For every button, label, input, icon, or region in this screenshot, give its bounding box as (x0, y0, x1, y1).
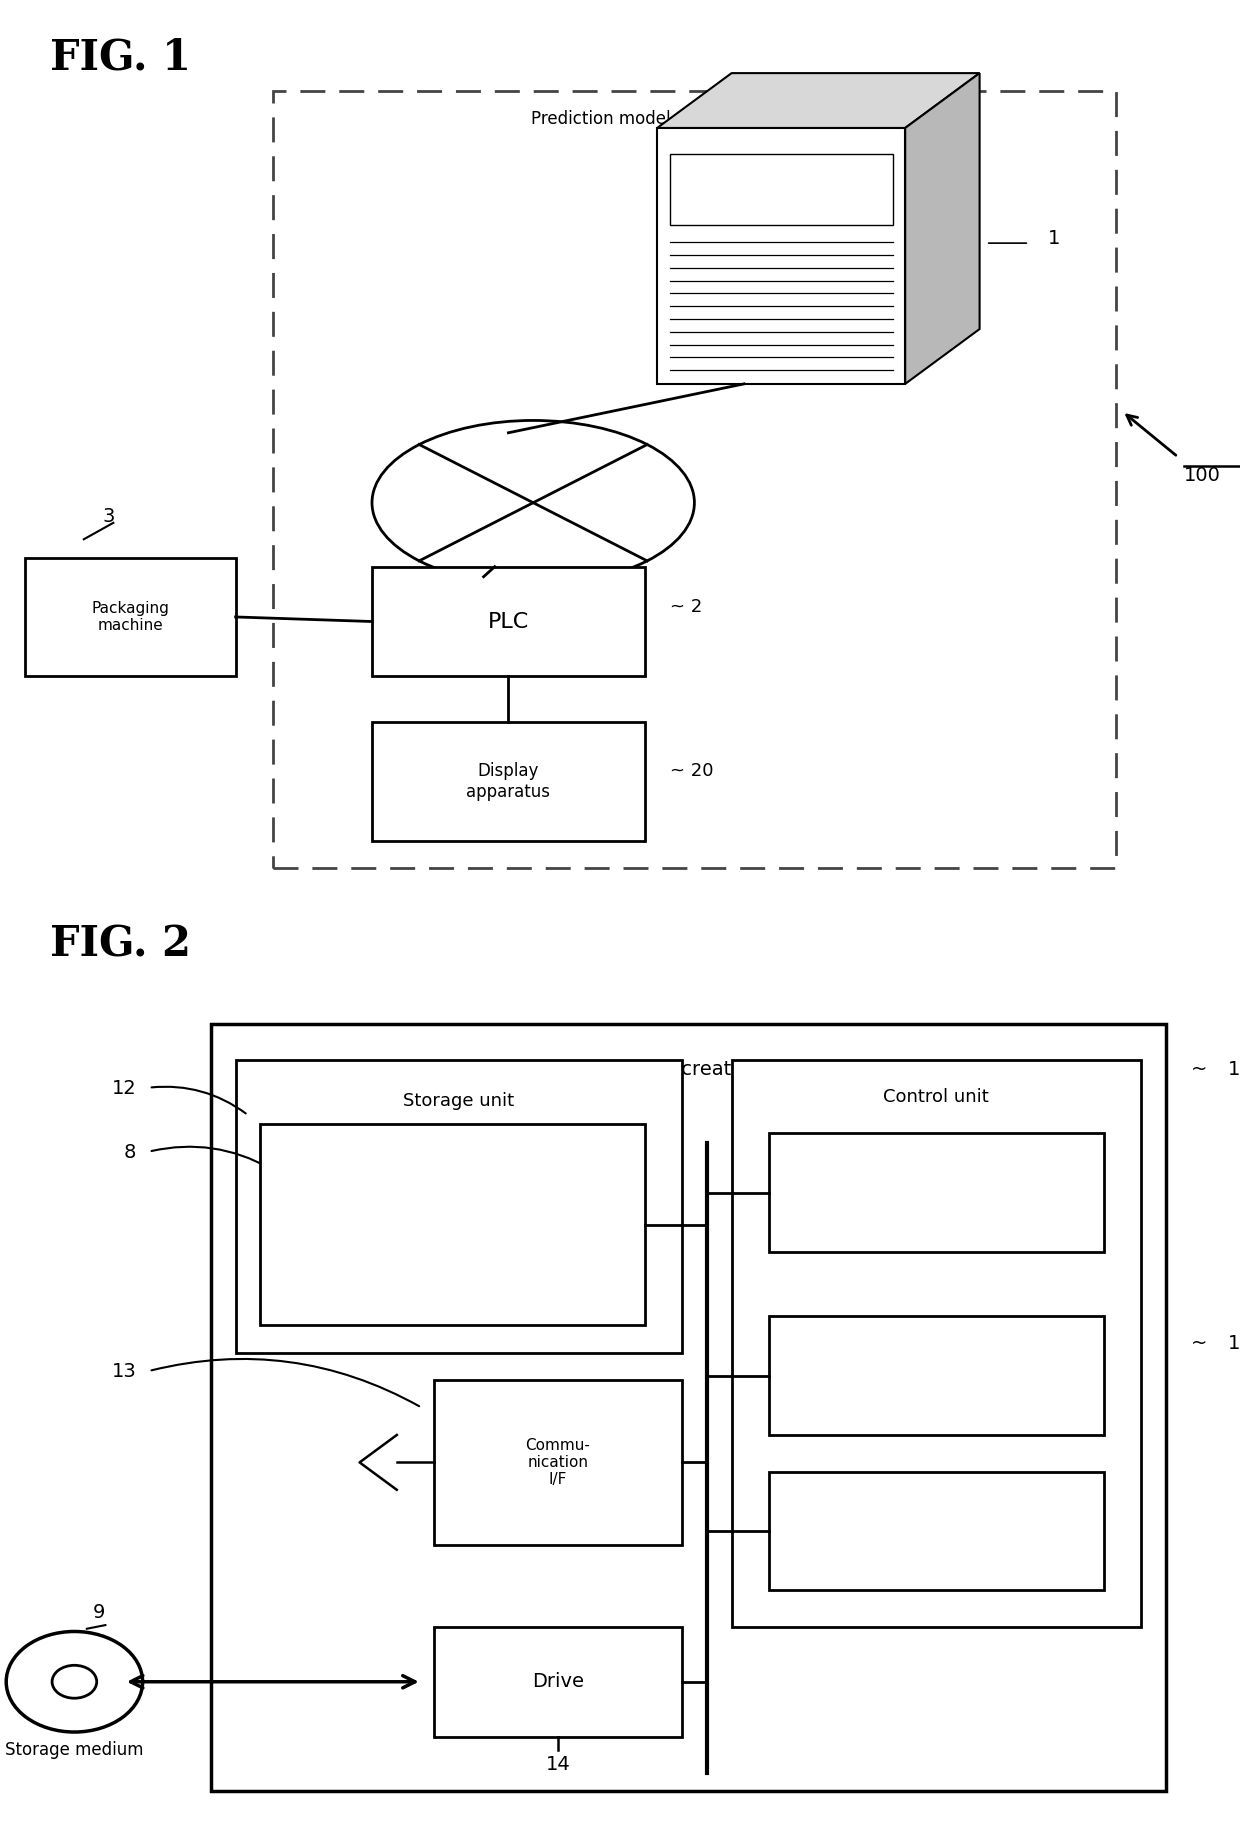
Text: 100: 100 (1184, 466, 1221, 484)
Bar (372, 722, 645, 841)
Text: ~ 20: ~ 20 (670, 762, 713, 781)
Text: ~: ~ (1190, 1334, 1207, 1353)
Bar (260, 1124, 645, 1325)
Text: FIG. 2: FIG. 2 (50, 923, 191, 965)
Text: Storage unit: Storage unit (403, 1093, 515, 1110)
Text: 1: 1 (1048, 228, 1060, 247)
Text: Storage medium: Storage medium (5, 1740, 144, 1759)
Text: 1: 1 (1228, 1060, 1240, 1079)
Bar (769, 1133, 1104, 1252)
Text: Prediction model creation apparatus: Prediction model creation apparatus (531, 110, 833, 128)
Text: CPU: CPU (911, 1181, 961, 1205)
Polygon shape (905, 73, 980, 384)
Text: 14: 14 (546, 1755, 570, 1773)
Text: Commu-
nication
I/F: Commu- nication I/F (526, 1437, 590, 1488)
Bar (434, 1627, 682, 1737)
Bar (657, 128, 905, 384)
Bar (211, 1024, 1166, 1791)
Text: Drive: Drive (532, 1673, 584, 1691)
Polygon shape (657, 73, 980, 128)
Text: 13: 13 (112, 1362, 136, 1380)
Text: 3: 3 (103, 506, 115, 526)
Bar (732, 1060, 1141, 1627)
Text: PLC: PLC (487, 612, 529, 631)
Text: ROM: ROM (906, 1519, 966, 1543)
Bar (769, 1316, 1104, 1435)
Text: FIG. 1: FIG. 1 (50, 37, 191, 79)
Text: ~: ~ (1190, 1060, 1207, 1079)
Text: Control unit: Control unit (883, 1088, 990, 1106)
Bar (25, 558, 236, 676)
Text: Program: Program (392, 1212, 513, 1238)
Text: RAM: RAM (909, 1364, 963, 1387)
Bar (273, 91, 1116, 868)
Bar (236, 1060, 682, 1353)
Text: 11: 11 (1228, 1334, 1240, 1353)
Bar (434, 1380, 682, 1545)
Text: Prediction model creation apparatus: Prediction model creation apparatus (511, 1060, 866, 1079)
Text: Packaging
machine: Packaging machine (92, 601, 169, 632)
Text: Display
apparatus: Display apparatus (466, 762, 551, 801)
Bar (769, 1472, 1104, 1590)
Text: ~ 2: ~ 2 (670, 598, 702, 616)
Bar (372, 567, 645, 676)
Text: 12: 12 (112, 1079, 136, 1097)
Text: 8: 8 (124, 1142, 136, 1161)
Bar (670, 154, 893, 225)
Text: 9: 9 (93, 1603, 105, 1623)
